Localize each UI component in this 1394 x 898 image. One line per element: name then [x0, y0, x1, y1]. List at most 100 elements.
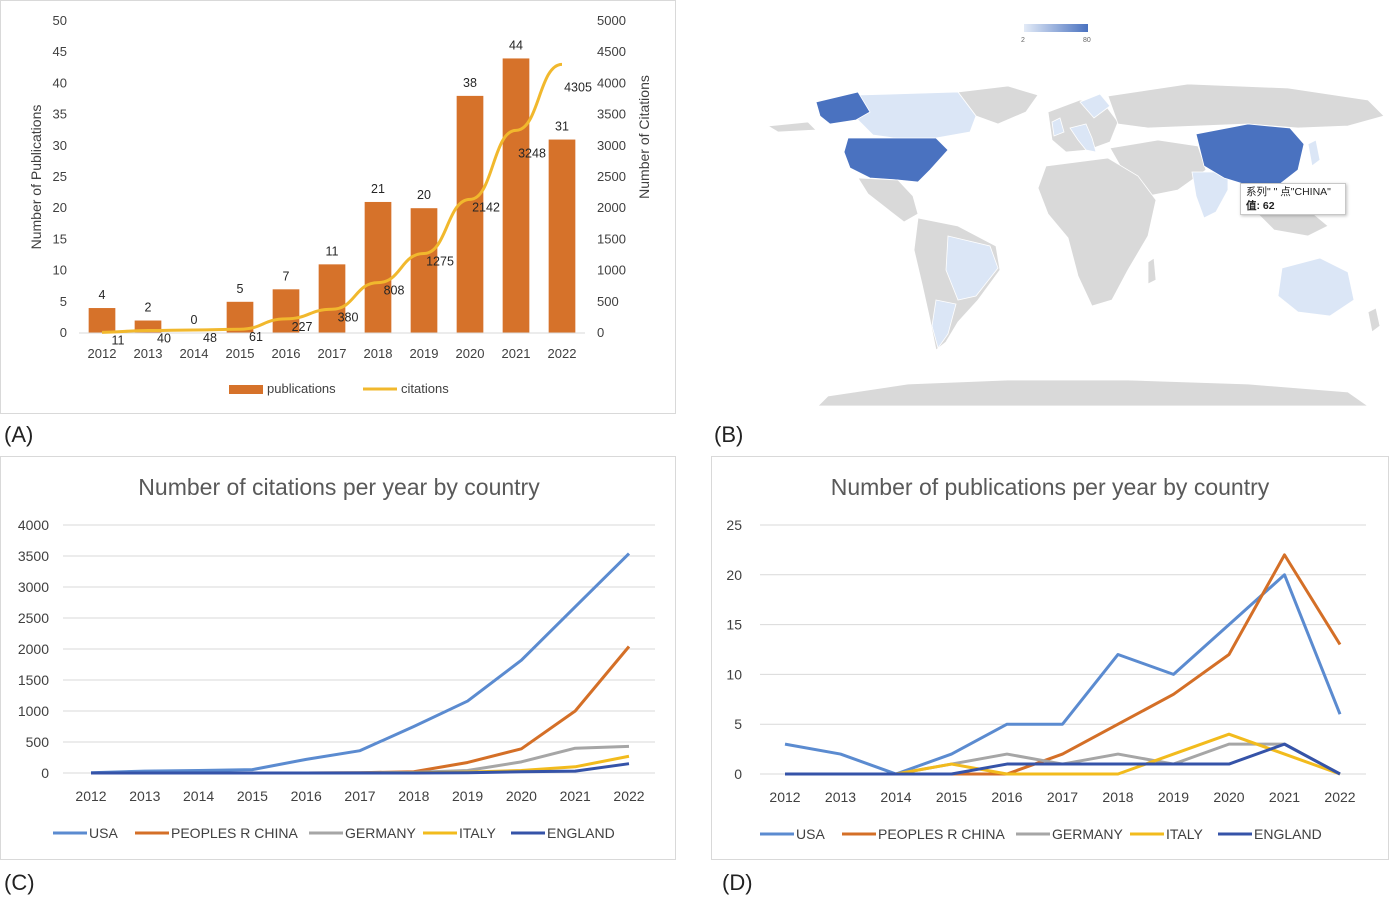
legend-label-citations: citations — [401, 381, 449, 396]
y-tick-label: 1500 — [18, 672, 49, 688]
bar-data-label: 7 — [283, 269, 290, 283]
y-tick-label: 0 — [41, 765, 49, 781]
panel-label-d: (D) — [722, 870, 753, 895]
series-line-germany — [785, 742, 1341, 776]
y2-tick-label: 3000 — [597, 138, 626, 153]
x-tick-label: 2022 — [1324, 789, 1355, 805]
x-tick-label: 2017 — [318, 346, 347, 361]
publication-bar — [364, 201, 392, 333]
bar-data-label: 31 — [555, 120, 569, 134]
bar-data-label: 11 — [326, 244, 339, 258]
x-tick-label: 2021 — [502, 346, 531, 361]
legend-label: USA — [796, 826, 825, 842]
publication-bar — [410, 208, 438, 333]
x-tick-label: 2022 — [613, 788, 644, 804]
y-tick-label: 5 — [734, 716, 742, 732]
legend-label: GERMANY — [1052, 826, 1123, 842]
publication-bar — [502, 58, 530, 333]
y-tick-label: 45 — [53, 44, 67, 59]
y2-tick-label: 5000 — [597, 13, 626, 28]
panel-a: 0 5 10 15 20 25 30 35 40 45 50 0 500 1000 1500 2000 2500… — [0, 0, 676, 414]
publication-bar — [272, 289, 300, 333]
x-tick-label: 2015 — [237, 788, 268, 804]
legend-label: ITALY — [459, 825, 496, 841]
region-antarctica — [817, 379, 1370, 407]
panel-d: Number of publications per year by count… — [711, 456, 1389, 860]
region-australia — [1277, 257, 1355, 317]
x-tick-label: 2015 — [936, 789, 967, 805]
y-tick-label: 0 — [734, 766, 742, 782]
legend-label: ENGLAND — [1254, 826, 1322, 842]
y2-tick-label: 4500 — [597, 44, 626, 59]
y-tick-label: 2500 — [18, 610, 49, 626]
y2-tick-label: 0 — [597, 325, 604, 340]
y-tick-label: 4000 — [18, 517, 49, 533]
panel-label-b: (B) — [714, 422, 744, 447]
region-usa — [843, 137, 949, 183]
legend-label: PEOPLES R CHINA — [878, 826, 1005, 842]
citations-line — [101, 62, 563, 334]
x-tick-label: 2021 — [1269, 789, 1300, 805]
tooltip-value-line: 值: 62 — [1246, 200, 1275, 212]
legend-label: PEOPLES R CHINA — [171, 825, 298, 841]
world-map — [766, 83, 1385, 407]
x-tick-label: 2018 — [398, 788, 429, 804]
line-data-label: 61 — [249, 330, 263, 344]
legend-label: USA — [89, 825, 118, 841]
y2-tick-label: 2000 — [597, 200, 626, 215]
x-tick-label: 2013 — [134, 346, 163, 361]
series-line-usa — [784, 573, 1342, 776]
series-line-peoples-r-china — [785, 553, 1342, 776]
y-tick-label: 15 — [53, 231, 67, 246]
x-tick-label: 2016 — [272, 346, 301, 361]
y-tick-label: 20 — [53, 200, 67, 215]
y2-tick-label: 1000 — [597, 263, 626, 278]
x-tick-label: 2014 — [183, 788, 214, 804]
color-scale — [1024, 24, 1088, 32]
x-tick-label: 2012 — [769, 789, 800, 805]
series-line-england — [91, 762, 630, 775]
legend-label: ENGLAND — [547, 825, 615, 841]
y-tick-label: 3000 — [18, 579, 49, 595]
y2-tick-label: 4000 — [597, 75, 626, 90]
region-mexico — [857, 177, 919, 223]
y-tick-label: 1000 — [18, 703, 49, 719]
legend-label-publications: publications — [267, 381, 336, 396]
x-tick-label: 2022 — [548, 346, 577, 361]
x-tick-label: 2013 — [825, 789, 856, 805]
y2-tick-label: 1500 — [597, 231, 626, 246]
bar-data-label: 5 — [237, 282, 244, 296]
region-canada — [855, 91, 977, 141]
line-data-label: 380 — [338, 310, 359, 324]
region-brazil — [945, 235, 999, 301]
chart-c-svg: Number of citations per year by country 0… — [18, 474, 655, 841]
region-germany-italy — [1069, 123, 1097, 153]
x-tick-label: 2020 — [506, 788, 537, 804]
line-data-label: 11 — [112, 333, 125, 347]
line-data-label: 3248 — [518, 146, 546, 160]
x-tick-label: 2015 — [226, 346, 255, 361]
line-data-label: 2142 — [472, 200, 500, 214]
series-line-england — [785, 742, 1341, 776]
publication-bar — [88, 308, 116, 333]
y-tick-label: 0 — [60, 325, 67, 340]
tooltip-series-line: 系列" " 点"CHINA" — [1246, 186, 1331, 198]
map-tooltip: 系列" " 点"CHINA" 值: 62 — [1240, 183, 1346, 215]
x-tick-label: 2012 — [88, 346, 117, 361]
x-tick-label: 2014 — [180, 346, 209, 361]
y-tick-label: 25 — [53, 169, 67, 184]
y-tick-label: 10 — [726, 666, 742, 682]
x-tick-label: 2014 — [880, 789, 911, 805]
panel-b: 2 80 — [708, 0, 1394, 414]
region-argentina — [931, 299, 957, 349]
x-tick-label: 2016 — [291, 788, 322, 804]
publication-bar — [318, 264, 346, 333]
chart-title: Number of citations per year by country — [138, 474, 540, 500]
x-tick-label: 2018 — [1102, 789, 1133, 805]
region-arctic-islands — [766, 121, 817, 133]
y2-tick-label: 3500 — [597, 107, 626, 122]
publication-bar — [456, 95, 484, 333]
scale-min-label: 2 — [1021, 37, 1025, 44]
x-tick-label: 2019 — [452, 788, 483, 804]
region-japan — [1307, 139, 1321, 167]
